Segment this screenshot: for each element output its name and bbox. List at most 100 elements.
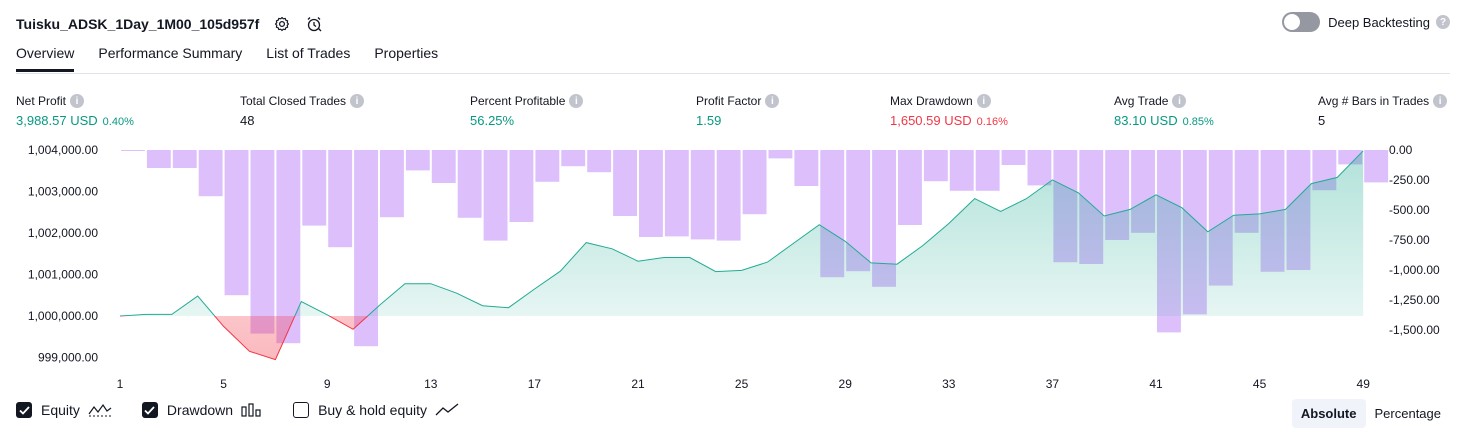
x-axis-tick: 41 <box>1149 377 1163 391</box>
buy-hold-checkbox[interactable] <box>293 402 310 418</box>
stat-value: 48 <box>240 113 255 128</box>
drawdown-bar <box>975 150 1000 191</box>
help-icon[interactable]: i <box>976 94 991 108</box>
stat-profit-factor: Profit Factor i 1.59 <box>696 94 780 128</box>
right-axis-tick: -250.00 <box>1389 173 1430 187</box>
equity-line-icon <box>88 403 112 417</box>
right-axis-tick: -750.00 <box>1389 233 1430 247</box>
drawdown-bar <box>483 150 508 241</box>
equity-drawdown-chart[interactable]: 1,004,000.00 1,003,000.00 1,002,000.00 1,00… <box>0 140 1466 398</box>
stat-label: Max Drawdown <box>890 94 973 108</box>
gear-icon[interactable] <box>273 15 291 33</box>
x-axis-tick: 45 <box>1253 377 1267 391</box>
stat-label: Net Profit <box>16 94 67 108</box>
legend-equity[interactable]: Equity <box>16 402 112 418</box>
drawdown-bar <box>535 150 560 182</box>
drawdown-bar <box>846 150 871 272</box>
buy-hold-line-icon <box>435 403 459 417</box>
drawdown-bar <box>716 150 741 241</box>
drawdown-bar <box>172 150 197 168</box>
x-axis-tick: 17 <box>528 377 542 391</box>
stat-label: Avg Trade <box>1114 94 1169 108</box>
help-icon[interactable]: ? <box>1436 15 1450 29</box>
drawdown-bars-icon <box>241 403 263 417</box>
deep-backtesting-toggle[interactable] <box>1282 12 1321 32</box>
help-icon[interactable]: i <box>1172 94 1187 108</box>
drawdown-bar <box>923 150 948 182</box>
x-axis-tick: 37 <box>1046 377 1060 391</box>
stat-avg-bars: Avg # Bars in Trades i 5 <box>1318 94 1448 128</box>
equity-area <box>120 150 1364 316</box>
stat-percent-profitable: Percent Profitable i 56.25% <box>470 94 584 128</box>
x-axis-tick: 9 <box>324 377 331 391</box>
drawdown-bar <box>146 150 171 168</box>
tab-properties[interactable]: Properties <box>374 45 439 61</box>
tab-overview[interactable]: Overview <box>16 45 75 72</box>
drawdown-bar <box>250 150 275 334</box>
stat-avg-trade: Avg Trade i 83.10 USD 0.85% <box>1114 94 1214 128</box>
stat-value: 83.10 USD <box>1114 113 1178 128</box>
equity-line <box>119 150 1364 316</box>
drawdown-bar <box>380 150 404 218</box>
strategy-header: Tuisku_ADSK_1Day_1M00_105d957f <box>16 10 323 38</box>
drawdown-bar <box>587 150 612 173</box>
drawdown-bar <box>276 150 301 344</box>
help-icon[interactable]: i <box>569 94 584 108</box>
drawdown-bar <box>1364 150 1389 183</box>
stat-label: Avg # Bars in Trades <box>1318 94 1430 108</box>
percentage-button[interactable]: Percentage <box>1374 406 1442 421</box>
equity-checkbox[interactable] <box>16 402 32 418</box>
tabs-divider <box>16 73 1450 74</box>
display-mode: Absolute Percentage <box>1291 399 1450 428</box>
drawdown-bar <box>121 150 145 151</box>
legend-drawdown[interactable]: Drawdown <box>141 402 263 418</box>
alarm-clock-icon[interactable] <box>305 15 323 33</box>
equity-label: Equity <box>41 402 80 418</box>
x-axis-tick: 49 <box>1357 377 1371 391</box>
tab-performance-summary[interactable]: Performance Summary <box>98 45 243 61</box>
right-axis-tick: -1,250.00 <box>1389 293 1440 307</box>
stat-value: 3,988.57 USD <box>16 113 98 128</box>
tab-bar: Overview Performance Summary List of Tra… <box>16 45 462 72</box>
left-axis-tick: 1,001,000.00 <box>28 268 98 282</box>
drawdown-label: Drawdown <box>166 402 234 418</box>
help-icon[interactable]: i <box>70 94 85 108</box>
deep-backtesting-label: Deep Backtesting <box>1328 14 1430 30</box>
stat-percent: 0.40% <box>102 116 134 128</box>
drawdown-bar <box>949 150 974 191</box>
drawdown-checkbox[interactable] <box>141 402 158 418</box>
drawdown-bar <box>328 150 353 248</box>
help-icon[interactable]: i <box>350 94 365 108</box>
tab-list-of-trades[interactable]: List of Trades <box>266 45 351 61</box>
drawdown-bar <box>198 150 223 197</box>
drawdown-bar <box>457 150 482 218</box>
drawdown-bar <box>794 150 819 186</box>
drawdown-bar <box>742 150 767 215</box>
drawdown-bar <box>509 150 534 222</box>
drawdown-bar <box>1001 150 1026 165</box>
left-axis-tick: 1,000,000.00 <box>28 309 98 323</box>
stat-label: Total Closed Trades <box>240 94 347 108</box>
chart-legend: Equity Drawdown Buy & hold equity <box>16 402 489 418</box>
right-axis-tick: 0.00 <box>1389 143 1413 157</box>
x-axis-tick: 21 <box>631 377 645 391</box>
left-axis-tick: 1,002,000.00 <box>28 226 98 240</box>
drawdown-bar <box>639 150 663 237</box>
drawdown-bar <box>431 150 456 183</box>
stat-value: 56.25% <box>470 113 515 128</box>
stat-label: Percent Profitable <box>470 94 566 108</box>
strategy-title: Tuisku_ADSK_1Day_1M00_105d957f <box>16 16 260 32</box>
absolute-button[interactable]: Absolute <box>1291 399 1366 428</box>
stat-max-drawdown: Max Drawdown i 1,650.59 USD 0.16% <box>890 94 1008 128</box>
stat-total-closed-trades: Total Closed Trades i 48 <box>240 94 365 128</box>
drawdown-bar <box>224 150 249 296</box>
legend-buy-hold[interactable]: Buy & hold equity <box>293 402 459 418</box>
help-icon[interactable]: i <box>1433 94 1448 108</box>
help-icon[interactable]: i <box>765 94 780 108</box>
drawdown-bar <box>664 150 689 237</box>
drawdown-bar <box>561 150 586 167</box>
stat-net-profit: Net Profit i 3,988.57 USD 0.40% <box>16 94 134 128</box>
deep-backtesting: Deep Backtesting ? <box>1282 12 1450 32</box>
drawdown-bar <box>1027 150 1052 186</box>
drawdown-bar <box>405 150 430 171</box>
